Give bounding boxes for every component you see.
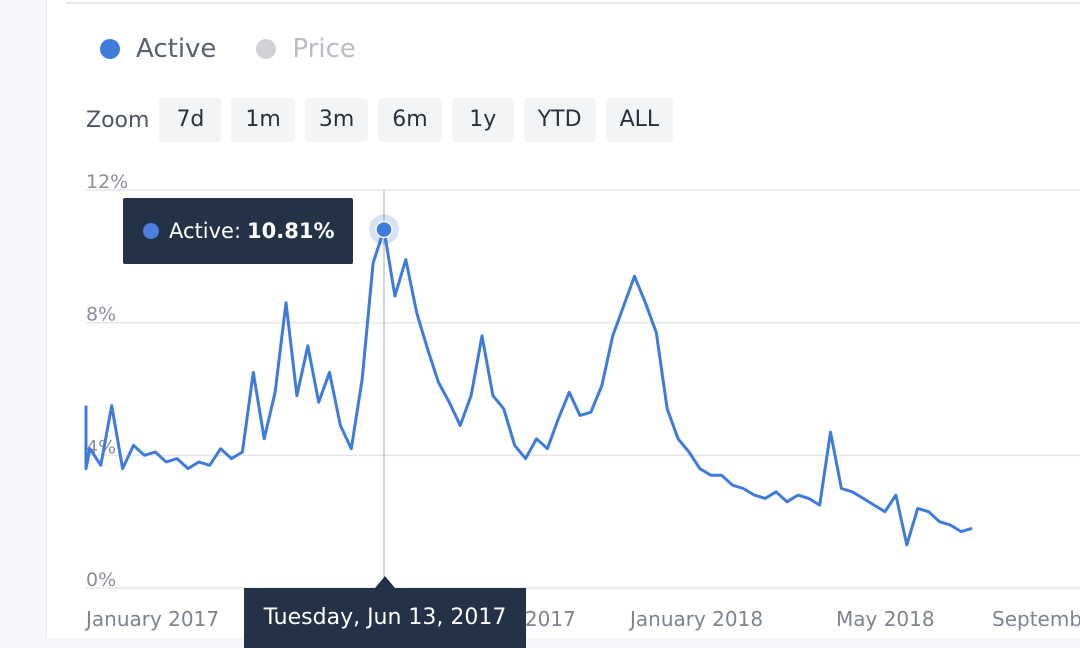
y-tick-label: 8% xyxy=(86,304,116,326)
zoom-button-6m[interactable]: 6m xyxy=(378,98,442,142)
active-series-line[interactable] xyxy=(84,228,973,547)
card-divider xyxy=(66,2,1080,4)
value-tooltip: Active: 10.81% xyxy=(123,198,353,264)
x-tick-label: January 2018 xyxy=(628,607,763,631)
zoom-button-1y[interactable]: 1y xyxy=(451,98,514,142)
zoom-button-7d[interactable]: 7d xyxy=(159,98,222,142)
tooltip-series-name: Active: xyxy=(169,219,242,243)
active-series-dot-icon xyxy=(100,39,120,59)
tooltip-value: 10.81% xyxy=(247,219,335,243)
zoom-bar: Zoom 7d 1m 3m 6m 1y YTD ALL xyxy=(86,98,683,142)
y-axis-ticks: 12% 8% 4% 0% xyxy=(86,171,128,591)
x-axis-ticks: January 2017 er 2017 January 2018 May 2018 S… xyxy=(84,607,1080,631)
y-tick-label: 4% xyxy=(86,436,116,458)
x-tick-label: Septemb xyxy=(992,607,1080,631)
date-tooltip: Tuesday, Jun 13, 2017 xyxy=(244,588,526,648)
legend-item-price[interactable]: Price xyxy=(256,34,356,64)
zoom-button-ytd[interactable]: YTD xyxy=(523,98,596,142)
hover-marker xyxy=(369,214,399,245)
legend-item-active[interactable]: Active xyxy=(100,34,216,64)
zoom-button-3m[interactable]: 3m xyxy=(304,98,369,142)
zoom-button-1m[interactable]: 1m xyxy=(231,98,295,142)
legend-label-active: Active xyxy=(136,34,217,64)
legend-label-price: Price xyxy=(292,34,356,64)
legend: Active Price xyxy=(100,34,356,64)
price-series-dot-icon xyxy=(256,39,277,59)
y-tick-label: 12% xyxy=(86,171,128,193)
date-tooltip-arrow-icon xyxy=(375,576,395,588)
tooltip-dot-icon xyxy=(143,223,159,239)
x-tick-label: May 2018 xyxy=(836,607,935,631)
x-tick-label: January 2017 xyxy=(84,607,219,631)
zoom-button-all[interactable]: ALL xyxy=(605,98,674,142)
zoom-label: Zoom xyxy=(86,107,150,133)
hover-point[interactable] xyxy=(375,220,393,239)
y-tick-label: 0% xyxy=(86,569,116,591)
